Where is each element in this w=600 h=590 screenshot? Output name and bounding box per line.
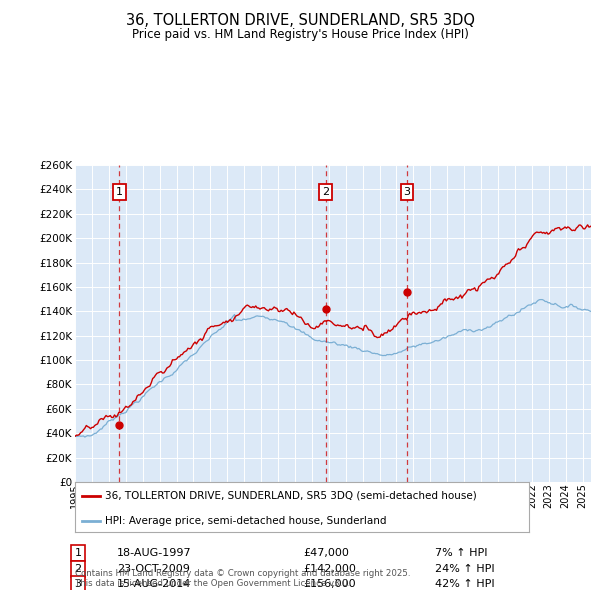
- Text: £142,000: £142,000: [303, 563, 356, 573]
- Text: 42% ↑ HPI: 42% ↑ HPI: [435, 579, 494, 589]
- Text: HPI: Average price, semi-detached house, Sunderland: HPI: Average price, semi-detached house,…: [104, 516, 386, 526]
- Text: 15-AUG-2014: 15-AUG-2014: [117, 579, 191, 589]
- Text: 2: 2: [322, 187, 329, 197]
- Text: 36, TOLLERTON DRIVE, SUNDERLAND, SR5 3DQ: 36, TOLLERTON DRIVE, SUNDERLAND, SR5 3DQ: [125, 13, 475, 28]
- Text: 23-OCT-2009: 23-OCT-2009: [117, 563, 190, 573]
- Text: 18-AUG-1997: 18-AUG-1997: [117, 548, 191, 558]
- Text: Price paid vs. HM Land Registry's House Price Index (HPI): Price paid vs. HM Land Registry's House …: [131, 28, 469, 41]
- Text: 3: 3: [404, 187, 410, 197]
- Text: £156,000: £156,000: [303, 579, 356, 589]
- Text: 1: 1: [74, 548, 82, 558]
- Text: 24% ↑ HPI: 24% ↑ HPI: [435, 563, 494, 573]
- Text: £47,000: £47,000: [303, 548, 349, 558]
- Text: 1: 1: [116, 187, 123, 197]
- Text: Contains HM Land Registry data © Crown copyright and database right 2025.
This d: Contains HM Land Registry data © Crown c…: [75, 569, 410, 588]
- Text: 2: 2: [74, 563, 82, 573]
- Text: 3: 3: [74, 579, 82, 589]
- Text: 7% ↑ HPI: 7% ↑ HPI: [435, 548, 487, 558]
- Text: 36, TOLLERTON DRIVE, SUNDERLAND, SR5 3DQ (semi-detached house): 36, TOLLERTON DRIVE, SUNDERLAND, SR5 3DQ…: [104, 490, 476, 500]
